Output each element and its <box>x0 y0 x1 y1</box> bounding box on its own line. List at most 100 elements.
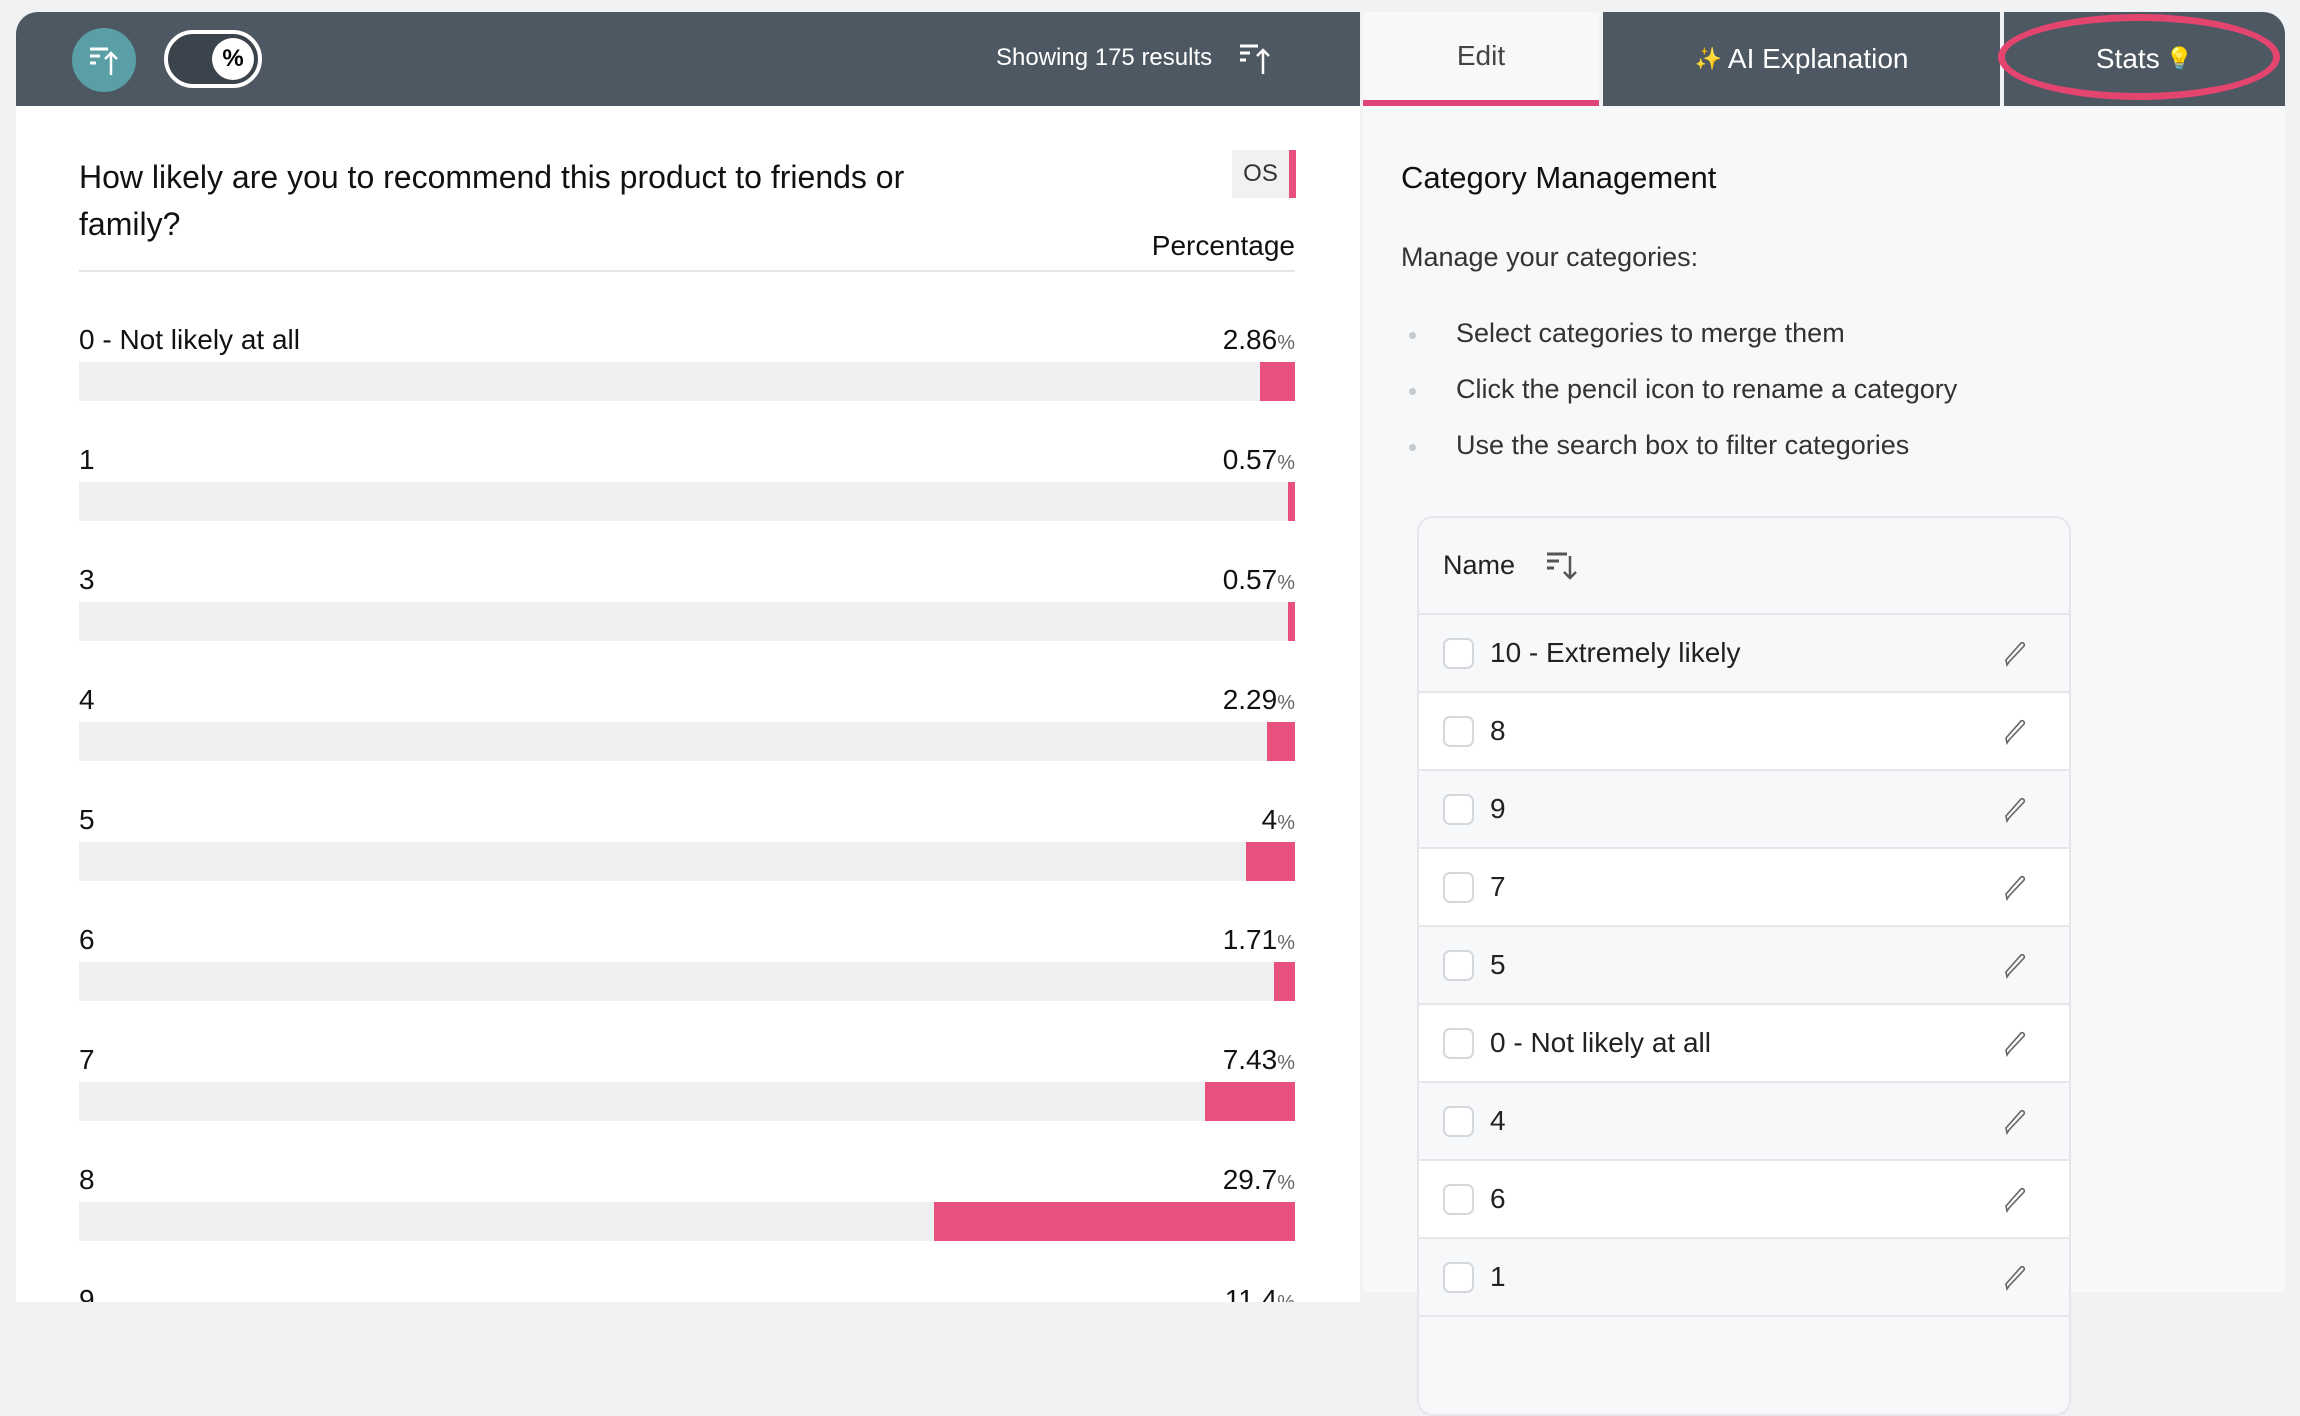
result-row: 3 0.57% <box>79 564 1295 674</box>
category-management-subtitle: Manage your categories: <box>1401 242 1699 272</box>
result-row: 9 11.4% <box>79 1284 1295 1302</box>
result-bar-fill <box>1204 1082 1295 1121</box>
category-row: 6 <box>1419 1161 2069 1239</box>
name-column-header[interactable]: Name <box>1419 518 2069 615</box>
result-row: 5 4% <box>79 804 1295 914</box>
category-table: Name 10 - Extremely likely 8 9 7 5 0 - N… <box>1417 516 2071 1416</box>
tip-item: Use the search box to filter categories <box>1401 430 1957 486</box>
result-bar-track <box>79 1202 1295 1241</box>
result-bar-track <box>79 1082 1295 1121</box>
category-name: 9 <box>1490 793 1506 824</box>
category-name: 1 <box>1490 1261 1506 1292</box>
result-label: 1 <box>79 444 95 475</box>
category-row: 9 <box>1419 771 2069 849</box>
result-row: 0 - Not likely at all 2.86% <box>79 324 1295 434</box>
category-checkbox[interactable] <box>1443 1027 1474 1059</box>
pencil-icon[interactable] <box>2001 717 2029 745</box>
sort-descending-icon[interactable] <box>1545 550 1579 582</box>
result-percent: 0.57 <box>1222 564 1278 595</box>
highlight-circle-annotation <box>1998 14 2280 100</box>
name-column-label: Name <box>1443 550 1516 580</box>
category-name: 0 - Not likely at all <box>1490 1027 1711 1058</box>
category-checkbox[interactable] <box>1443 637 1474 669</box>
category-name: 7 <box>1490 871 1506 902</box>
percent-unit: % <box>1277 932 1295 954</box>
tip-item: Select categories to merge them <box>1401 318 1957 374</box>
result-percent: 29.7 <box>1222 1164 1278 1195</box>
category-checkbox[interactable] <box>1443 871 1474 903</box>
sort-order-icon[interactable] <box>1238 38 1274 78</box>
result-bar-fill <box>1274 962 1295 1001</box>
result-label: 7 <box>79 1044 95 1075</box>
sort-button[interactable] <box>72 28 136 92</box>
percent-unit: % <box>1277 332 1295 354</box>
category-row: 10 - Extremely likely <box>1419 615 2069 693</box>
result-value: 1.71% <box>1223 924 1295 956</box>
category-row: 8 <box>1419 693 2069 771</box>
category-name: 10 - Extremely likely <box>1490 637 1741 668</box>
result-value: 4% <box>1262 804 1295 836</box>
tab-ai-explanation[interactable]: ✨ AI Explanation <box>1603 12 2000 106</box>
tab-edit[interactable]: Edit <box>1363 12 1599 106</box>
category-checkbox[interactable] <box>1443 715 1474 747</box>
result-percent: 2.29 <box>1222 684 1278 715</box>
tips-list: Select categories to merge them Click th… <box>1401 318 1957 486</box>
result-bar-track <box>79 962 1295 1001</box>
percent-unit: % <box>1277 812 1295 834</box>
category-checkbox[interactable] <box>1443 949 1474 981</box>
results-toolbar: % Showing 175 results <box>16 12 1360 106</box>
divider <box>79 270 1295 272</box>
category-checkbox[interactable] <box>1443 1105 1474 1137</box>
result-label: 4 <box>79 684 95 715</box>
percent-unit: % <box>1277 1172 1295 1194</box>
result-label: 5 <box>79 804 95 835</box>
pencil-icon[interactable] <box>2001 1107 2029 1135</box>
category-checkbox[interactable] <box>1443 793 1474 825</box>
result-label: 9 <box>79 1284 95 1302</box>
sparkles-icon: ✨ <box>1694 46 1722 71</box>
result-percent: 1.71 <box>1222 924 1278 955</box>
category-name: 4 <box>1490 1105 1506 1136</box>
question-title: How likely are you to recommend this pro… <box>79 159 905 242</box>
pencil-icon[interactable] <box>2001 639 2029 667</box>
result-value: 0.57% <box>1223 444 1295 476</box>
pencil-icon[interactable] <box>2001 1263 2029 1291</box>
pencil-icon[interactable] <box>2001 1185 2029 1213</box>
percent-unit: % <box>1277 572 1295 594</box>
result-percent: 4 <box>1261 804 1278 835</box>
pencil-icon[interactable] <box>2001 1029 2029 1057</box>
pencil-icon[interactable] <box>2001 951 2029 979</box>
category-management-title: Category Management <box>1401 160 1717 195</box>
category-name: 6 <box>1490 1183 1506 1214</box>
result-percent: 2.86 <box>1222 324 1278 355</box>
pencil-icon[interactable] <box>2001 873 2029 901</box>
category-checkbox[interactable] <box>1443 1183 1474 1215</box>
result-bar-fill <box>933 1202 1295 1241</box>
result-value: 2.86% <box>1223 324 1295 356</box>
result-row: 6 1.71% <box>79 924 1295 1034</box>
result-percent: 0.57 <box>1222 444 1278 475</box>
result-bar-fill <box>1288 482 1295 521</box>
result-row: 4 2.29% <box>79 684 1295 794</box>
result-bar-track <box>79 602 1295 641</box>
os-badge[interactable]: OS <box>1232 150 1296 198</box>
percent-unit: % <box>1277 692 1295 714</box>
result-label: 8 <box>79 1164 95 1195</box>
pencil-icon[interactable] <box>2001 795 2029 823</box>
result-label: 0 - Not likely at all <box>79 324 300 355</box>
result-bar-fill <box>1267 722 1295 761</box>
result-value: 11.4% <box>1225 1284 1295 1302</box>
tip-item: Click the pencil icon to rename a catego… <box>1401 374 1957 430</box>
result-bar-track <box>79 482 1295 521</box>
result-bar-track <box>79 842 1295 881</box>
category-checkbox[interactable] <box>1443 1261 1474 1293</box>
category-row: 7 <box>1419 849 2069 927</box>
category-row: 0 - Not likely at all <box>1419 1005 2069 1083</box>
result-bar-fill <box>1288 602 1295 641</box>
result-percent: 7.43 <box>1222 1044 1278 1075</box>
percent-unit: % <box>1277 452 1295 474</box>
category-row: 5 <box>1419 927 2069 1005</box>
percent-toggle[interactable]: % <box>164 30 262 88</box>
percent-unit: % <box>1277 1292 1295 1302</box>
result-row: 7 7.43% <box>79 1044 1295 1154</box>
